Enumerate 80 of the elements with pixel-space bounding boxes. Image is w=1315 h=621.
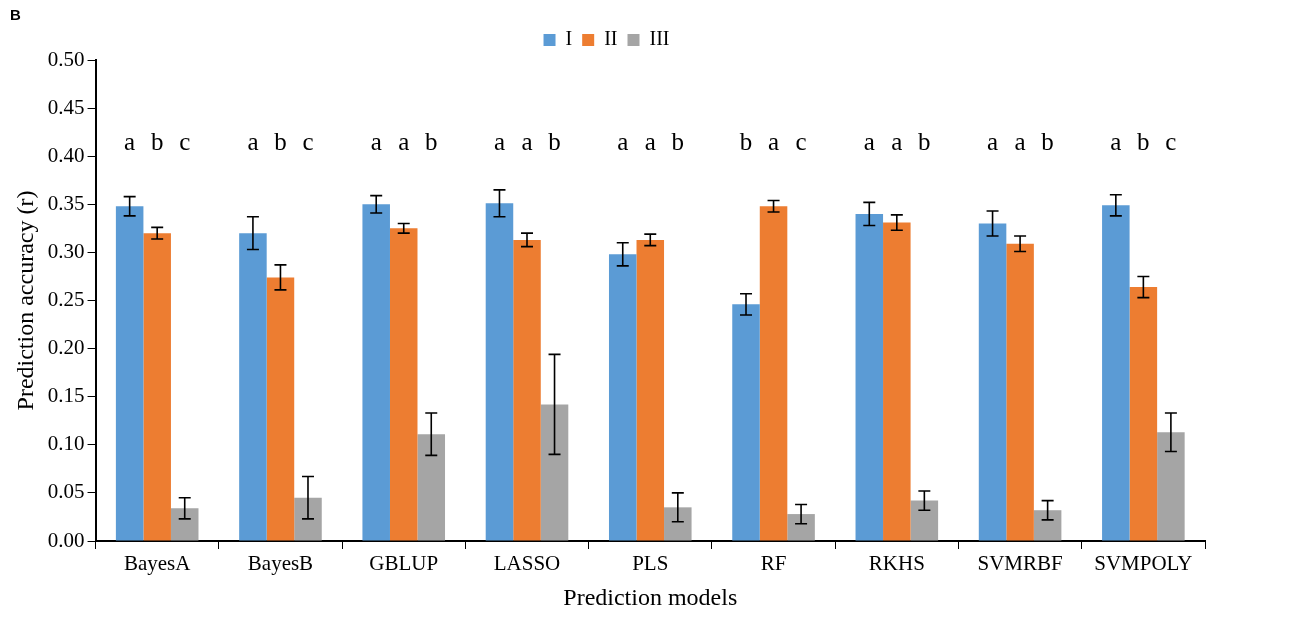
x-tick-label: GBLUP [369,551,439,576]
x-tick-label: LASSO [493,551,561,576]
bar [787,514,815,541]
bar [239,233,267,541]
x-tick-label: RF [760,551,787,576]
x-tick-label: BayesA [123,551,192,576]
x-tick-label: PLS [632,551,669,576]
bar [855,213,884,541]
bar [636,239,665,541]
bar [883,222,911,541]
legend-label: II [604,27,618,50]
y-tick-label: 0.30 [47,238,85,263]
text: B [10,5,21,23]
bar [759,206,788,541]
annotation: c [302,128,314,156]
bar [143,233,171,541]
annotation: a [493,128,506,156]
bar [294,497,322,541]
bar [170,508,199,541]
annotation: c [179,128,191,156]
annotation: b [425,128,438,156]
y-tick-label: 0.40 [47,142,85,167]
annotation: b [150,128,164,156]
annotation: a [617,128,629,156]
bar [978,223,1007,541]
y-tick-label: 0.45 [47,94,85,119]
bar [608,254,637,541]
x-tick-label: SVMRBF [977,551,1063,576]
bar [664,507,692,541]
annotation: b [671,128,685,156]
x-tick-label: BayesB [247,551,314,576]
bar [389,228,418,541]
annotation: c [1165,128,1177,156]
annotation: b [548,128,561,156]
bar [910,500,939,541]
y-tick-label: 0.50 [47,46,85,71]
annotation: b [918,128,931,156]
legend-label: I [565,27,573,50]
annotation: a [1110,128,1122,156]
bar [266,277,295,541]
annotation: a [398,128,410,156]
annotation: a [124,128,136,156]
y-tick-label: 0.00 [47,527,85,552]
bar [1033,510,1062,541]
annotation: b [1137,128,1150,156]
annotation: b [1041,128,1054,156]
y-tick-label: 0.15 [47,383,85,408]
bar [540,404,569,541]
annotation: a [644,128,656,156]
bar [1102,205,1130,541]
bar [513,239,541,541]
annotation: b [739,128,753,156]
y-tick-label: 0.35 [47,190,85,215]
annotation: a [1014,128,1026,156]
legend-label: III [649,27,670,50]
bar [1157,432,1185,541]
bar [732,304,760,541]
x-axis-title: Prediction models [563,583,738,610]
annotation: a [247,128,259,156]
bar [115,206,144,541]
y-tick-label: 0.20 [47,335,85,360]
x-tick-label: SVMPOLY [1094,551,1193,576]
bar [1129,287,1158,541]
annotation: a [987,128,999,156]
annotation: a [521,128,533,156]
y-tick-label: 0.25 [47,287,85,312]
annotation: a [370,128,382,156]
annotation: a [891,128,903,156]
bar [362,204,390,541]
x-tick-label: RKHS [868,551,925,576]
annotation: b [274,128,287,156]
y-tick-label: 0.10 [47,431,85,456]
bar [485,203,514,541]
annotation: a [863,128,875,156]
bar [417,434,446,541]
bar [1006,243,1034,541]
y-axis-title: Prediction accuracy (r) [11,190,38,411]
y-tick-label: 0.05 [47,479,85,504]
annotation: c [795,128,807,156]
annotation: a [767,128,780,156]
